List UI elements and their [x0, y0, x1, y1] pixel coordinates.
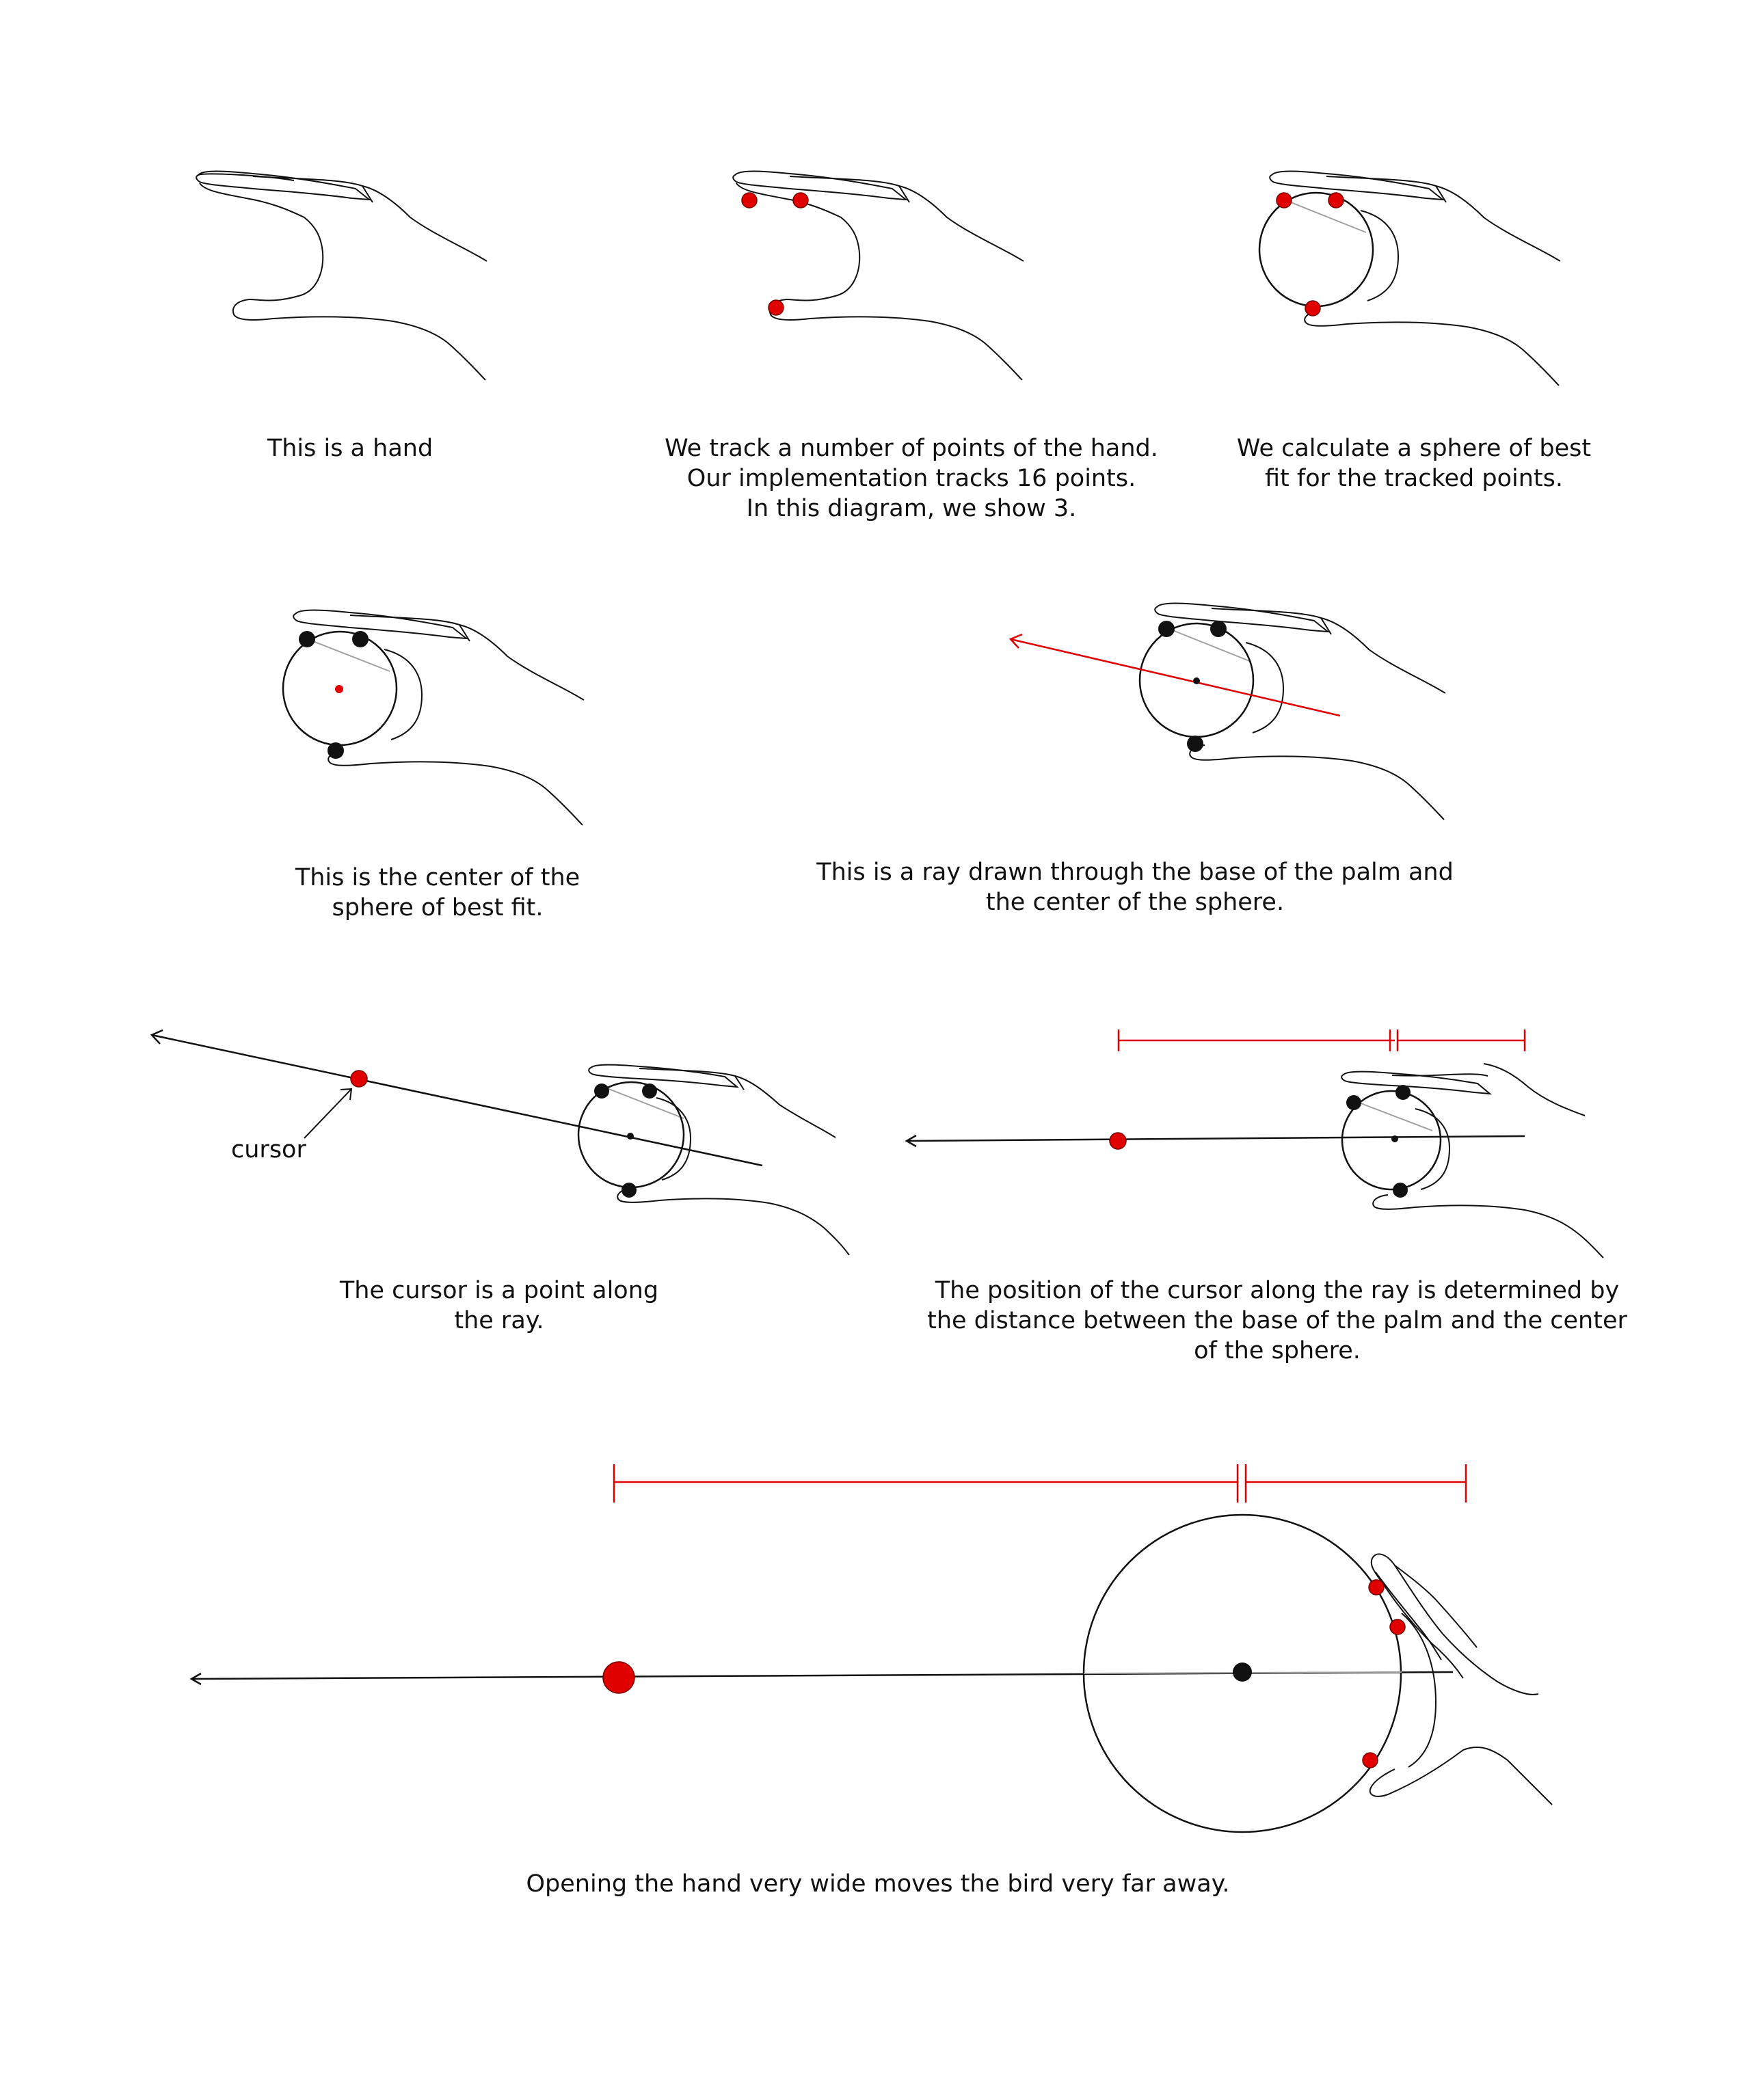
sphere-center-point [627, 1133, 634, 1140]
ray-arrowhead [905, 1134, 917, 1148]
caption-sphere-center: This is the center of the sphere of best… [295, 863, 580, 923]
caption-line: sphere of best fit. [332, 894, 544, 921]
caption-line: the distance between the base of the pal… [927, 1307, 1627, 1334]
caption-line: In this diagram, we show 3. [746, 495, 1077, 522]
caption-cursor-distance: The position of the cursor along the ray… [927, 1276, 1627, 1366]
ray-arrowhead [189, 1672, 202, 1686]
sphere-center-point [1193, 677, 1200, 684]
best-fit-sphere [1341, 1090, 1442, 1191]
ray-arrowhead [1008, 633, 1023, 649]
guide-line [606, 1088, 684, 1119]
ray-line [151, 1034, 763, 1167]
cursor-point [1109, 1132, 1127, 1150]
cursor-pointer-arrowhead [340, 1088, 353, 1101]
hand-outline [196, 170, 487, 381]
caption-line: We track a number of points of the hand. [665, 435, 1158, 462]
caption-line: This is a ray drawn through the base of … [816, 859, 1454, 886]
distance-brackets [1117, 1029, 1526, 1051]
caption-line: This is a hand [267, 435, 433, 462]
ray-line [906, 1135, 1525, 1142]
tracked-point [1362, 1752, 1378, 1768]
tracked-point [328, 742, 344, 759]
tracked-point [1305, 300, 1321, 317]
tracked-point [299, 631, 315, 647]
hand-outline [1369, 1553, 1553, 1805]
caption-line: This is the center of the [295, 864, 580, 891]
hand-outline [1341, 1063, 1604, 1258]
tracked-point [1210, 621, 1227, 637]
best-fit-sphere [1258, 191, 1374, 308]
caption-line: fit for the tracked points. [1264, 465, 1564, 492]
ray-arrowhead [150, 1029, 163, 1045]
caption-cursor-on-ray: The cursor is a point along the ray. [340, 1276, 658, 1336]
tracked-point [642, 1083, 657, 1099]
tracked-point [594, 1083, 609, 1099]
tracked-point [1393, 1183, 1408, 1198]
hand-outline [293, 609, 585, 826]
caption-line: Our implementation tracks 16 points. [686, 465, 1136, 492]
caption-line: of the sphere. [1194, 1337, 1361, 1364]
hand-outline [1269, 170, 1561, 386]
tracked-point [622, 1183, 637, 1198]
wide-open-hand-panel [189, 1464, 1553, 1833]
tracked-point [1187, 736, 1203, 752]
cursor-point [602, 1661, 635, 1694]
cursor-point [350, 1070, 368, 1088]
ray-panel [1008, 602, 1446, 820]
caption-line: the ray. [454, 1307, 544, 1334]
guide-line [1357, 1101, 1433, 1131]
tracked-point [1368, 1579, 1385, 1596]
hand-outline [588, 1064, 850, 1256]
caption-best-fit-sphere: We calculate a sphere of best fit for th… [1237, 433, 1591, 494]
caption-hand: This is a hand [267, 433, 433, 463]
tracked-point [1395, 1085, 1411, 1100]
caption-wide-open-hand: Opening the hand very wide moves the bir… [526, 1869, 1229, 1899]
caption-line: Opening the hand very wide moves the bir… [526, 1870, 1230, 1898]
hand-outline [1154, 602, 1446, 820]
tracked-point [741, 192, 758, 208]
guide-line [1283, 199, 1367, 233]
tracked-point [1276, 192, 1292, 208]
sphere-center-panel [282, 609, 585, 826]
tracked-point [792, 192, 809, 208]
hand-outline [732, 170, 1024, 381]
caption-line: the center of the sphere. [985, 889, 1285, 916]
ray-line [1010, 638, 1341, 717]
caption-ray: This is a ray drawn through the base of … [816, 857, 1454, 917]
sphere-center-point [335, 685, 343, 693]
caption-tracked-points: We track a number of points of the hand.… [665, 433, 1158, 524]
distance-brackets [613, 1464, 1467, 1503]
best-fit-sphere-panel [1258, 170, 1561, 386]
caption-line: We calculate a sphere of best [1236, 435, 1592, 462]
tracked-point [1346, 1095, 1361, 1110]
cursor-distance-panel [905, 1029, 1604, 1258]
guide-line [307, 638, 390, 672]
guide-line [1168, 628, 1252, 662]
sphere-center-point [1233, 1662, 1252, 1682]
cursor-label: cursor [231, 1136, 306, 1163]
hand-panel [196, 170, 487, 381]
caption-line: The cursor is a point along [339, 1277, 659, 1304]
tracked-point [1158, 621, 1175, 637]
sphere-center-point [1391, 1135, 1398, 1142]
tracked-point [352, 631, 369, 647]
tracked-point [768, 299, 784, 316]
caption-line: The position of the cursor along the ray… [935, 1277, 1620, 1304]
cursor-on-ray-panel [150, 1029, 850, 1256]
tracked-points-panel [732, 170, 1024, 381]
tracked-point [1328, 192, 1344, 208]
tracked-point [1389, 1619, 1406, 1635]
cursor-pointer-line [304, 1088, 352, 1139]
